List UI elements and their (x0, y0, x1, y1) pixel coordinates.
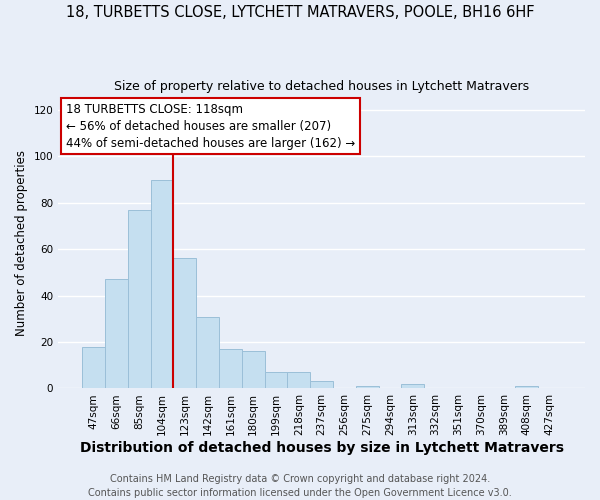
Bar (515, 386, 538, 388)
Bar (356, 386, 379, 388)
Y-axis label: Number of detached properties: Number of detached properties (15, 150, 28, 336)
Bar (151, 180, 173, 388)
Bar (242, 352, 265, 389)
X-axis label: Distribution of detached houses by size in Lytchett Matravers: Distribution of detached houses by size … (80, 441, 563, 455)
Text: Contains HM Land Registry data © Crown copyright and database right 2024.
Contai: Contains HM Land Registry data © Crown c… (88, 474, 512, 498)
Bar (196, 316, 219, 388)
Bar (82, 346, 105, 389)
Bar (287, 372, 310, 388)
Bar (265, 372, 287, 388)
Bar (128, 210, 151, 388)
Text: 18, TURBETTS CLOSE, LYTCHETT MATRAVERS, POOLE, BH16 6HF: 18, TURBETTS CLOSE, LYTCHETT MATRAVERS, … (66, 5, 534, 20)
Bar (219, 349, 242, 389)
Bar (401, 384, 424, 388)
Text: 18 TURBETTS CLOSE: 118sqm
← 56% of detached houses are smaller (207)
44% of semi: 18 TURBETTS CLOSE: 118sqm ← 56% of detac… (66, 102, 355, 150)
Bar (310, 382, 333, 388)
Title: Size of property relative to detached houses in Lytchett Matravers: Size of property relative to detached ho… (114, 80, 529, 93)
Bar (105, 280, 128, 388)
Bar (173, 258, 196, 388)
